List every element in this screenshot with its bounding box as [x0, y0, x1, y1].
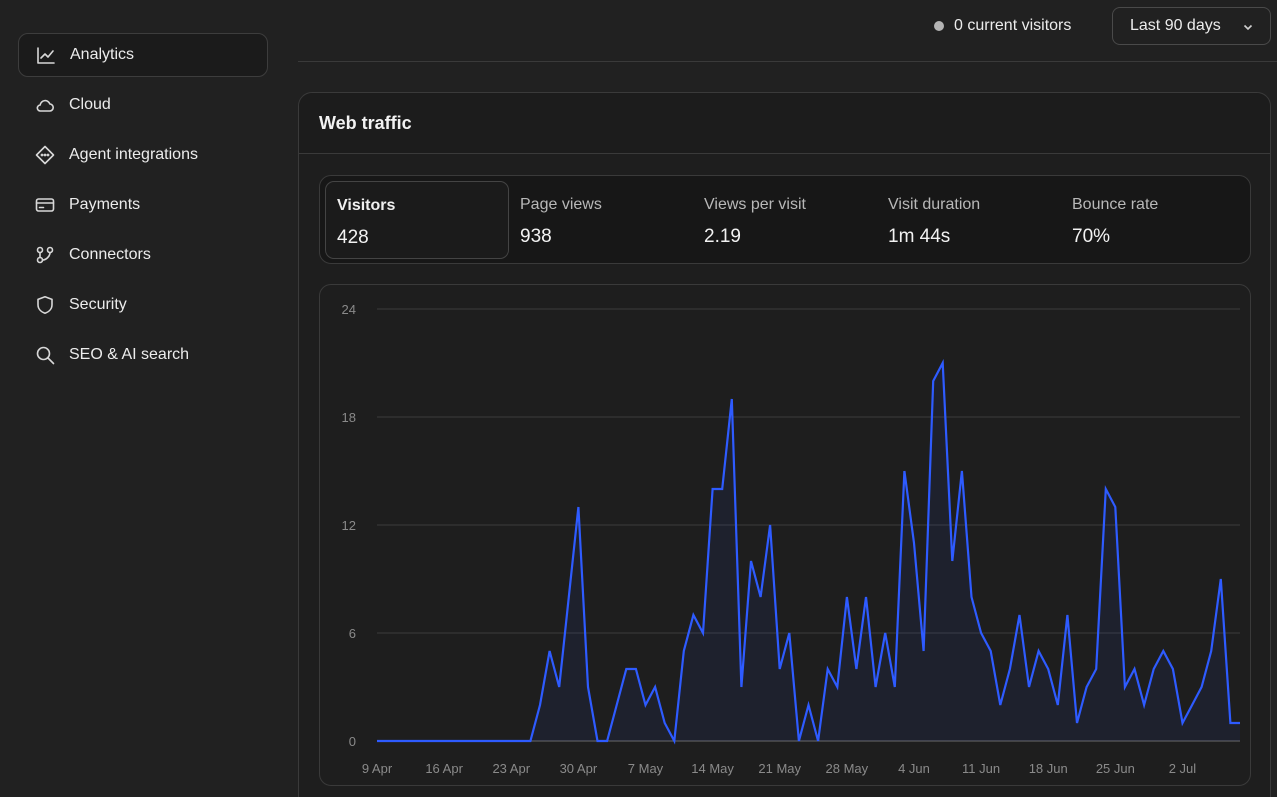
sidebar-item-payments[interactable]: Payments — [18, 183, 268, 227]
agent-diamond-icon — [35, 145, 55, 165]
x-tick-label: 16 Apr — [425, 761, 463, 776]
sidebar-item-agent-integrations[interactable]: Agent integrations — [18, 133, 268, 177]
sidebar-item-label: Agent integrations — [69, 146, 198, 163]
x-tick-label: 4 Jun — [898, 761, 930, 776]
x-tick-label: 7 May — [628, 761, 664, 776]
stat-value: 70% — [1072, 226, 1111, 247]
sidebar-item-label: Payments — [69, 196, 141, 213]
cloud-icon — [35, 95, 55, 115]
y-tick-label: 24 — [342, 302, 356, 317]
stat-value: 2.19 — [704, 226, 741, 247]
y-tick-label: 0 — [349, 734, 356, 749]
x-tick-label: 2 Jul — [1169, 761, 1197, 776]
series-line — [377, 358, 1240, 745]
stat-views-per-visit[interactable]: Views per visit 2.19 — [693, 181, 877, 259]
stat-value: 1m 44s — [888, 226, 951, 247]
connectors-icon — [35, 245, 55, 265]
traffic-chart-svg: 0 6 12 18 24 9 Apr 16 Apr 23 Apr 30 Apr 7 May 14 M… — [342, 302, 1240, 776]
sidebar: Analytics Cloud Agent integrations Payme… — [18, 33, 268, 383]
chart-line-icon — [36, 45, 56, 65]
sidebar-item-security[interactable]: Security — [18, 283, 268, 327]
stat-label: Views per visit — [704, 196, 806, 213]
stat-label: Bounce rate — [1072, 196, 1159, 213]
x-tick-label: 25 Jun — [1096, 761, 1135, 776]
card-title: Web traffic — [299, 93, 1270, 154]
sidebar-item-label: Cloud — [69, 96, 111, 113]
sidebar-item-analytics[interactable]: Analytics — [18, 33, 268, 77]
x-tick-label: 28 May — [826, 761, 869, 776]
x-tick-label: 9 Apr — [362, 761, 393, 776]
x-tick-label: 14 May — [691, 761, 734, 776]
x-tick-label: 23 Apr — [492, 761, 530, 776]
stat-visit-duration[interactable]: Visit duration 1m 44s — [877, 181, 1061, 259]
shield-icon — [35, 295, 55, 315]
traffic-chart: 0 6 12 18 24 9 Apr 16 Apr 23 Apr 30 Apr 7 May 14 M… — [319, 284, 1251, 786]
sidebar-item-connectors[interactable]: Connectors — [18, 233, 268, 277]
stat-label: Visitors — [337, 197, 396, 214]
stat-visitors[interactable]: Visitors 428 — [325, 181, 509, 259]
stat-bounce-rate[interactable]: Bounce rate 70% — [1061, 181, 1245, 259]
x-tick-label: 11 Jun — [962, 761, 1000, 776]
stat-value: 938 — [520, 226, 552, 247]
sidebar-item-label: SEO & AI search — [69, 346, 190, 363]
stats-tabs: Visitors 428 Page views 938 Views per vi… — [319, 175, 1251, 264]
sidebar-item-label: Security — [69, 296, 127, 313]
current-visitors: 0 current visitors — [934, 17, 1071, 35]
credit-card-icon — [35, 195, 55, 215]
sidebar-item-seo-ai-search[interactable]: SEO & AI search — [18, 333, 268, 377]
stat-value: 428 — [337, 227, 369, 248]
stat-label: Page views — [520, 196, 602, 213]
search-icon — [35, 345, 55, 365]
x-tick-label: 30 Apr — [560, 761, 598, 776]
x-tick-label: 18 Jun — [1029, 761, 1068, 776]
y-tick-label: 12 — [342, 518, 356, 533]
stat-label: Visit duration — [888, 196, 981, 213]
y-tick-label: 6 — [349, 626, 356, 641]
stat-page-views[interactable]: Page views 938 — [509, 181, 693, 259]
status-dot-icon — [934, 21, 944, 31]
sidebar-item-cloud[interactable]: Cloud — [18, 83, 268, 127]
date-range-label: Last 90 days — [1130, 17, 1221, 34]
date-range-dropdown[interactable]: Last 90 days — [1112, 7, 1271, 45]
x-tick-label: 21 May — [758, 761, 801, 776]
chevron-down-icon — [1242, 20, 1254, 32]
sidebar-item-label: Connectors — [69, 246, 151, 263]
series-area — [377, 363, 1240, 741]
y-tick-label: 18 — [342, 410, 356, 425]
current-visitors-label: 0 current visitors — [954, 17, 1072, 34]
top-bar: 0 current visitors Last 90 days — [298, 0, 1277, 62]
web-traffic-card: Web traffic Visitors 428 Page views 938 … — [298, 92, 1271, 797]
sidebar-item-label: Analytics — [70, 46, 135, 63]
